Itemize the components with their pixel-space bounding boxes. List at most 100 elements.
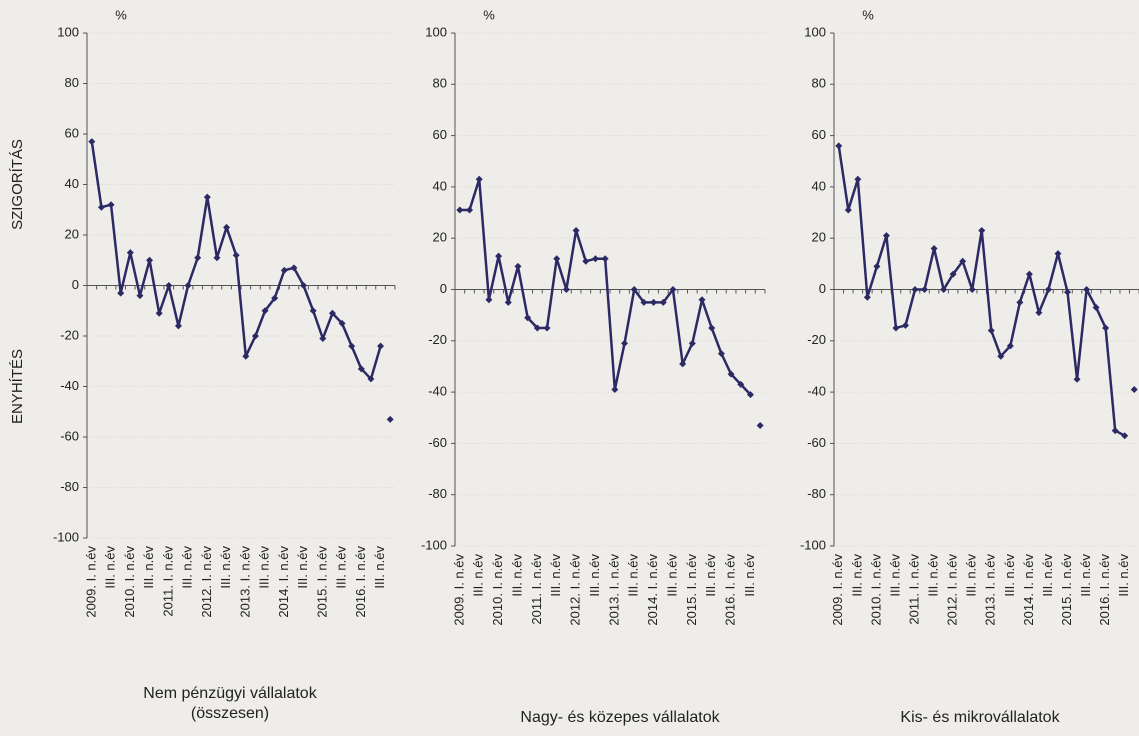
point-marker bbox=[1121, 432, 1129, 440]
point-marker bbox=[727, 370, 735, 378]
point-marker bbox=[1025, 270, 1033, 278]
y-tick-label: -20 bbox=[60, 327, 79, 342]
y-tick-label: 100 bbox=[804, 24, 826, 39]
y-tick-label: 0 bbox=[440, 281, 447, 296]
y-tick-label: -100 bbox=[421, 537, 447, 552]
point-marker bbox=[987, 327, 995, 335]
point-marker bbox=[669, 286, 677, 293]
y-tick-label: 80 bbox=[812, 76, 826, 91]
point-marker bbox=[621, 339, 629, 347]
x-tick-label: 2016. I. n.év bbox=[723, 554, 738, 626]
x-tick-label: 2015. I. n.év bbox=[1059, 554, 1074, 626]
point-marker bbox=[921, 286, 929, 293]
x-tick-label: 2011. I. n.év bbox=[906, 554, 921, 625]
x-tick-label: 2016. I. n.év bbox=[353, 546, 368, 618]
point-marker bbox=[708, 324, 716, 332]
x-tick-label: 2010. I. n.év bbox=[868, 554, 883, 626]
x-tick-label: III. n.év bbox=[664, 554, 679, 597]
point-marker bbox=[863, 293, 871, 301]
y-tick-label: 80 bbox=[433, 76, 447, 91]
x-tick-label: III. n.év bbox=[1116, 554, 1131, 597]
point-marker bbox=[309, 307, 317, 315]
y-tick-label: -60 bbox=[60, 428, 79, 443]
point-marker bbox=[591, 255, 599, 263]
y-tick-label: 20 bbox=[433, 230, 447, 245]
x-tick-label: III. n.év bbox=[509, 554, 524, 597]
point-marker bbox=[107, 201, 115, 209]
x-tick-label: III. n.év bbox=[257, 546, 272, 589]
point-marker bbox=[882, 232, 890, 240]
point-marker bbox=[968, 286, 976, 293]
point-marker bbox=[650, 298, 658, 306]
point-marker bbox=[242, 352, 250, 360]
x-tick-label: III. n.év bbox=[626, 554, 641, 597]
y-unit: % bbox=[483, 7, 495, 22]
x-tick-label: III. n.év bbox=[372, 546, 387, 589]
point-marker bbox=[1102, 324, 1110, 332]
chart-title: Nagy- és közepes vállalatok bbox=[520, 709, 720, 726]
series-line bbox=[90, 141, 382, 381]
point-marker bbox=[717, 350, 725, 358]
y-tick-label: -40 bbox=[807, 384, 826, 399]
point-marker bbox=[1054, 250, 1062, 258]
point-marker bbox=[1044, 286, 1052, 293]
x-tick-label: III. n.év bbox=[334, 546, 349, 589]
x-tick-label: III. n.év bbox=[1002, 554, 1017, 597]
x-tick-label: 2016. I. n.év bbox=[1097, 554, 1112, 626]
point-marker bbox=[504, 298, 512, 306]
point-marker bbox=[1111, 427, 1119, 435]
point-marker bbox=[223, 223, 231, 231]
point-marker bbox=[456, 206, 464, 214]
annotation: ENYHÍTÉS bbox=[9, 349, 26, 424]
point-marker bbox=[1073, 375, 1081, 383]
point-marker bbox=[930, 244, 938, 252]
x-tick-label: 2014. I. n.év bbox=[276, 546, 291, 618]
point-marker bbox=[524, 314, 532, 322]
point-marker bbox=[319, 335, 327, 343]
point-marker bbox=[688, 339, 696, 347]
y-tick-label: 100 bbox=[57, 24, 79, 39]
y-tick-label: -20 bbox=[428, 332, 447, 347]
y-tick-label: -40 bbox=[428, 384, 447, 399]
y-tick-label: -20 bbox=[807, 332, 826, 347]
annotation: SZIGORÍTÁS bbox=[9, 139, 26, 230]
y-tick-label: 40 bbox=[812, 178, 826, 193]
point-marker bbox=[300, 282, 308, 289]
point-marker bbox=[194, 254, 202, 262]
point-marker bbox=[485, 296, 493, 304]
point-marker bbox=[251, 332, 259, 340]
point-marker bbox=[97, 203, 105, 211]
point-marker bbox=[572, 227, 580, 235]
point-marker bbox=[949, 270, 957, 278]
x-tick-label: 2009. I. n.év bbox=[83, 546, 98, 618]
point-marker bbox=[533, 324, 541, 332]
y-tick-label: 40 bbox=[433, 178, 447, 193]
point-marker bbox=[155, 309, 163, 317]
x-tick-label: III. n.év bbox=[103, 546, 118, 589]
point-marker bbox=[553, 255, 561, 263]
point-marker bbox=[601, 255, 609, 263]
point-marker bbox=[997, 352, 1005, 360]
point-marker bbox=[1064, 288, 1072, 296]
point-marker bbox=[165, 282, 173, 289]
y-tick-label: 20 bbox=[65, 226, 79, 241]
x-tick-label: III. n.év bbox=[548, 554, 563, 597]
y-tick-label: 0 bbox=[72, 277, 79, 292]
x-tick-label: 2013. I. n.év bbox=[237, 546, 252, 618]
point-marker bbox=[611, 386, 619, 394]
x-tick-label: III. n.év bbox=[587, 554, 602, 597]
point-marker bbox=[328, 309, 336, 317]
x-tick-label: III. n.év bbox=[1078, 554, 1093, 597]
point-marker bbox=[88, 138, 96, 146]
y-tick-label: 100 bbox=[425, 24, 447, 39]
x-tick-label: 2014. I. n.év bbox=[645, 554, 660, 626]
y-tick-label: -80 bbox=[807, 486, 826, 501]
x-tick-label: 2010. I. n.év bbox=[122, 546, 137, 618]
chart-title: Nem pénzügyi vállalatok (összesen) bbox=[143, 685, 317, 722]
point-marker bbox=[280, 266, 288, 274]
y-tick-label: 0 bbox=[819, 281, 826, 296]
point-marker bbox=[1016, 298, 1024, 306]
point-marker bbox=[543, 324, 551, 332]
point-marker bbox=[386, 415, 394, 423]
